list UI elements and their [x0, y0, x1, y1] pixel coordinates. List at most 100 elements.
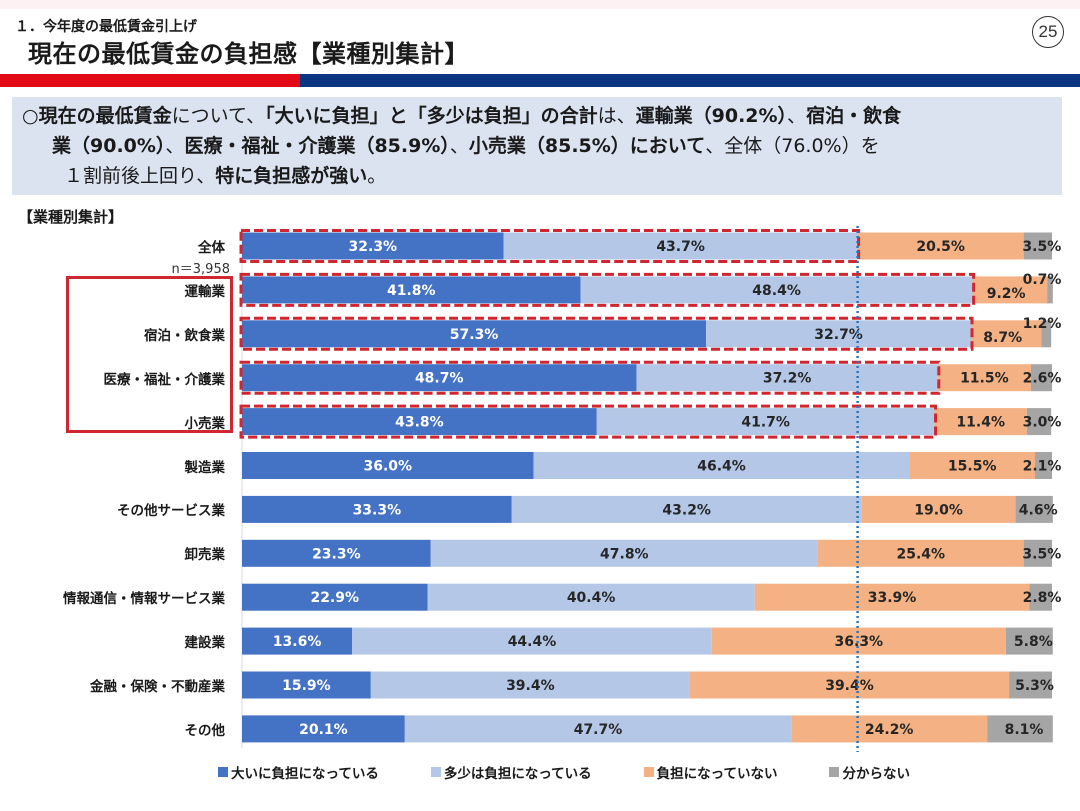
data-label-somewhat: 43.2% [662, 502, 711, 518]
data-label-unknown: 8.1% [1005, 722, 1044, 738]
bar-segment-somewhat [706, 320, 971, 348]
data-label-heavy: 48.7% [415, 371, 464, 387]
summary-text-fragment: 運輸業（90.2%） [635, 105, 788, 127]
category-label: 製造業 [184, 459, 226, 476]
data-label-none: 19.0% [914, 502, 963, 518]
page-title: 現在の最低賃金の負担感【業種別集計】 [28, 40, 469, 68]
title-underline-blue [300, 74, 1080, 87]
bar-segment-none [934, 408, 1027, 436]
summary-text-fragment: 「大いに負担」と「多少は負担」の合計 [265, 105, 598, 127]
data-label-none: 25.4% [896, 546, 945, 562]
bar-segment-heavy [242, 276, 581, 304]
summary-line-3: １割前後上回り、特に負担感が強い。 [22, 161, 1062, 191]
bar-segment-heavy [242, 539, 431, 567]
bar-segment-heavy [242, 495, 512, 523]
title-underline-red [0, 74, 300, 87]
bar-segment-heavy [242, 320, 707, 348]
bar-segment-none [972, 276, 1048, 304]
category-label: 医療・福祉・介護業 [103, 371, 226, 388]
data-label-heavy: 43.8% [395, 415, 444, 431]
category-label: 運輸業 [184, 283, 226, 300]
summary-text-fragment: 、全体（76.0%）を [705, 135, 880, 157]
bar-segment-heavy [242, 452, 534, 479]
data-label-unknown: 5.3% [1015, 678, 1054, 694]
data-label-none: 15.5% [948, 459, 997, 475]
bar-segment-somewhat [430, 539, 818, 567]
summary-text-fragment: １割前後上回り、 [64, 165, 216, 187]
legend-label: 分からない [842, 766, 910, 782]
bar-segment-somewhat [427, 583, 755, 611]
bar-segment-unknown [987, 715, 1053, 743]
bar-segment-heavy [242, 627, 353, 655]
data-label-heavy: 36.0% [364, 459, 413, 475]
bar-segment-unknown [1034, 452, 1052, 479]
data-label-somewhat: 43.7% [656, 239, 705, 255]
bar-segment-somewhat [511, 495, 862, 523]
summary-text-fragment: について、 [171, 105, 266, 127]
bar-segment-heavy [242, 364, 637, 392]
data-label-heavy: 33.3% [353, 502, 402, 518]
bar-segment-somewhat [503, 232, 858, 260]
bar-segment-none [857, 232, 1024, 260]
data-label-unknown: 3.5% [1022, 239, 1061, 255]
category-label: 宿泊・飲食業 [144, 327, 225, 344]
data-label-none: 9.2% [987, 286, 1026, 302]
bar-segment-unknown [1030, 364, 1052, 392]
bar-segment-somewhat [404, 715, 792, 743]
top-strip [0, 0, 1080, 9]
legend-swatch [430, 767, 441, 777]
legend-item-unknown: 分からない [829, 762, 910, 782]
bar-segment-heavy [242, 583, 428, 611]
bar-segment-none [689, 671, 1010, 699]
summary-text-fragment: 、 [787, 105, 807, 127]
summary-text-fragment: は、 [597, 105, 636, 127]
highlight-box-categories [66, 276, 233, 433]
bar-segment-unknown [1026, 408, 1052, 436]
data-label-heavy: 22.9% [310, 590, 359, 606]
legend-swatch [643, 767, 654, 777]
summary-text-fragment: 医療・福祉・介護業（85.9%） [184, 135, 450, 157]
data-label-unknown: 2.8% [1023, 590, 1062, 606]
data-label-unknown: 1.2% [1023, 316, 1062, 332]
legend-item-none: 負担になっていない [643, 762, 777, 782]
data-label-somewhat: 40.4% [567, 590, 616, 606]
bar-segment-unknown [1047, 276, 1053, 304]
bar-segment-unknown [1023, 232, 1052, 260]
data-label-none: 8.7% [983, 330, 1022, 346]
data-label-none: 39.4% [825, 678, 874, 694]
summary-text-fragment: 、 [165, 135, 185, 157]
data-label-heavy: 13.6% [273, 634, 322, 650]
section-label: １．今年度の最低賃金引上げ [15, 19, 197, 35]
data-label-heavy: 32.3% [349, 239, 398, 255]
data-label-unknown: 3.5% [1022, 546, 1061, 562]
data-label-somewhat: 44.4% [508, 634, 557, 650]
category-label: 小売業 [184, 415, 226, 432]
data-label-heavy: 15.9% [282, 678, 331, 694]
data-label-unknown: 4.6% [1019, 502, 1058, 518]
highlight-dashed-box [239, 272, 976, 307]
summary-text-fragment: 特に負担感が強い [215, 165, 368, 187]
bar-segment-none [817, 539, 1024, 567]
summary-text-fragment: 、 [449, 135, 469, 157]
summary-line-1: ○現在の最低賃金について、「大いに負担」と「多少は負担」の合計は、運輸業（90.… [22, 105, 901, 127]
summary-line-2: 業（90.0%）、医療・福祉・介護業（85.9%）、小売業（85.5%）において… [22, 131, 1062, 161]
summary-box: ○現在の最低賃金について、「大いに負担」と「多少は負担」の合計は、運輸業（90.… [12, 97, 1062, 195]
data-label-none: 33.9% [868, 590, 917, 606]
legend-label: 大いに負担になっている [231, 766, 379, 782]
bar-segment-unknown [1041, 320, 1052, 348]
legend-swatch [829, 767, 840, 777]
summary-text-fragment: 小売業（85.5%）において [468, 135, 706, 157]
legend-item-somewhat: 多少は負担になっている [430, 762, 592, 782]
data-label-heavy: 41.8% [387, 283, 436, 299]
category-label: 建設業 [184, 635, 226, 652]
data-label-somewhat: 46.4% [697, 459, 746, 475]
category-label: 卸売業 [184, 547, 226, 564]
bar-segment-heavy [242, 715, 405, 743]
highlight-dashed-box [239, 404, 938, 439]
data-label-unknown: 5.8% [1014, 634, 1053, 650]
summary-text-fragment: 業（90.0%） [52, 135, 166, 157]
legend-item-heavy: 大いに負担になっている [218, 762, 379, 782]
bar-segment-unknown [1029, 583, 1052, 611]
bar-segment-none [971, 320, 1042, 348]
